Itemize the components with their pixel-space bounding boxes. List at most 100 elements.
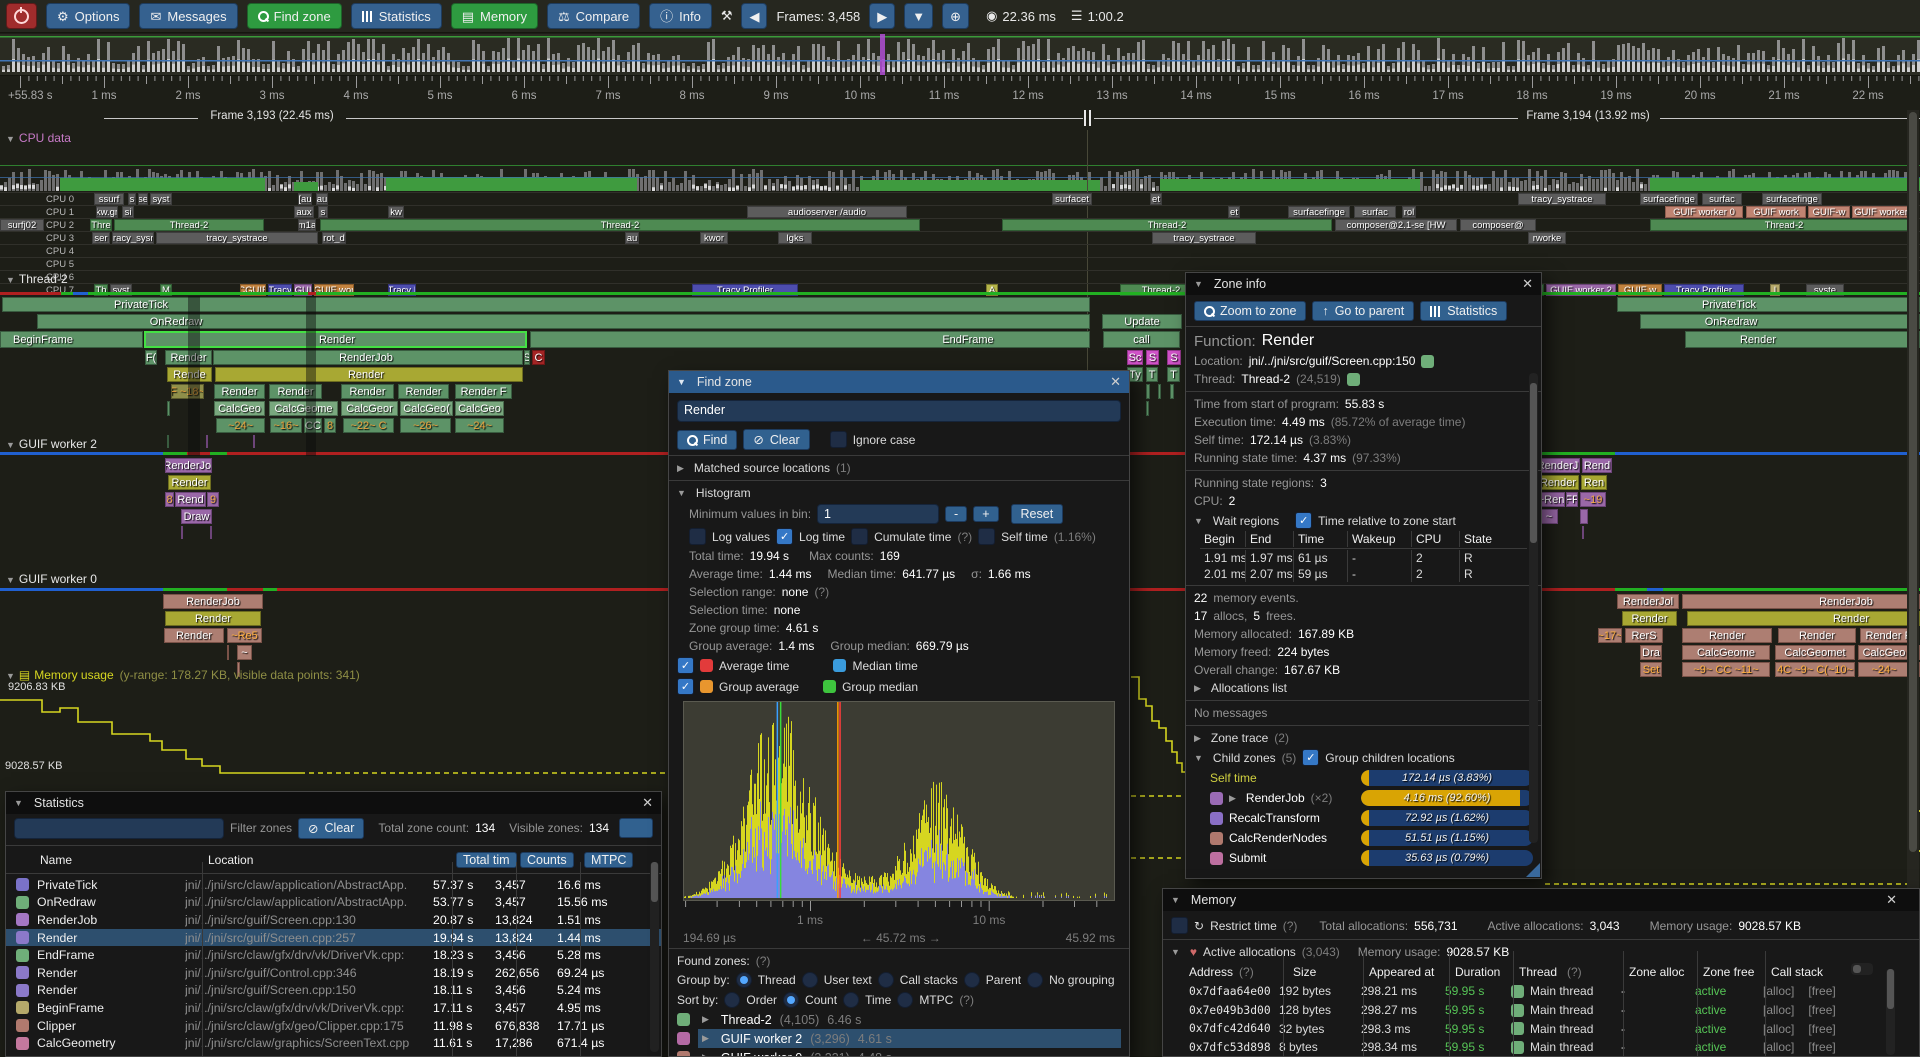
close-icon[interactable]: ✕ xyxy=(642,795,653,810)
zone-info-scrollbar[interactable] xyxy=(1529,373,1538,843)
zone[interactable]: Render xyxy=(1537,475,1579,490)
column-zone-alloc[interactable]: Zone alloc xyxy=(1629,964,1685,979)
zone[interactable]: CalcGeomet xyxy=(1775,645,1855,660)
zone[interactable]: GUIF worker 0 xyxy=(1665,206,1743,218)
zone[interactable]: OnRedraw xyxy=(37,314,1090,329)
collapse-icon[interactable]: ▼ xyxy=(1194,752,1203,763)
zone[interactable]: PrivateTick xyxy=(1617,297,1920,312)
zone[interactable] xyxy=(0,452,163,455)
column-location[interactable]: Location xyxy=(208,853,254,867)
zone[interactable]: CalcGeo xyxy=(1858,645,1910,660)
zone[interactable]: 8 xyxy=(165,492,174,507)
zone[interactable]: Render xyxy=(168,475,211,490)
zone[interactable]: tracy_systrace xyxy=(1518,193,1606,205)
group-checkbox[interactable]: ✓ xyxy=(677,678,694,695)
zone[interactable]: aux xyxy=(294,206,314,218)
thread-group-row[interactable]: ▶GUIF worker 0(3,231)4.48 s xyxy=(669,1048,1129,1056)
zone[interactable]: au xyxy=(316,193,328,205)
main-scrollbar[interactable] xyxy=(1907,110,1919,1056)
zone[interactable] xyxy=(0,588,163,591)
zone[interactable]: S xyxy=(524,350,530,365)
zone[interactable]: CPU 5 xyxy=(46,258,74,270)
table-row[interactable]: Clipper jni/../jni/src/claw/gfx/geo/Clipp… xyxy=(6,1017,661,1035)
zone[interactable]: surfj02 xyxy=(0,219,44,231)
zone[interactable]: Render xyxy=(215,367,523,382)
zone[interactable]: ~24~ xyxy=(1858,662,1910,677)
zone[interactable]: ~17~ xyxy=(1598,628,1622,643)
column-name[interactable]: Name xyxy=(40,853,73,867)
zone[interactable]: Render xyxy=(1778,628,1856,643)
thread-group-row[interactable]: ▶ GUIF worker 2 (3,296) 4.61 s xyxy=(669,1029,1129,1048)
zone[interactable]: ~16~ xyxy=(270,418,302,433)
cut-button[interactable] xyxy=(619,818,654,838)
cpu-data-header[interactable]: ▼ CPU data xyxy=(6,131,71,145)
zone[interactable]: ~Re5 xyxy=(227,628,262,643)
frame-overview-strip[interactable] xyxy=(0,34,1920,76)
table-row[interactable]: CalcGeometry jni/../jni/src/claw/graphics… xyxy=(6,1034,661,1052)
collapse-icon[interactable]: ▼ xyxy=(1171,947,1180,957)
stats-scrollbar[interactable] xyxy=(650,862,659,1052)
find-query-input[interactable]: Render xyxy=(677,400,1121,422)
expand-icon[interactable]: ▶ xyxy=(677,462,684,473)
zone[interactable]: ~24~ xyxy=(216,418,265,433)
zone[interactable]: RerS xyxy=(1625,628,1663,643)
zone[interactable]: CalcGeome xyxy=(1682,645,1770,660)
zone[interactable]: Render xyxy=(1682,628,1772,643)
column-thread[interactable]: Thread xyxy=(1519,964,1558,979)
info-button[interactable]: ⓘ Info xyxy=(649,3,712,29)
group-by-radio[interactable] xyxy=(877,972,894,988)
zone[interactable]: Render xyxy=(165,350,212,365)
zone[interactable]: surfacet xyxy=(1052,193,1092,205)
zone[interactable]: CPU 2 xyxy=(46,219,74,231)
zone[interactable]: ~ xyxy=(1540,509,1558,524)
zone[interactable]: CalcGeor xyxy=(341,401,398,416)
group-by-radio[interactable] xyxy=(963,972,980,988)
sort-by-option[interactable]: MTPC xyxy=(919,993,954,1007)
column-appeared[interactable]: Appeared at xyxy=(1369,964,1435,979)
zone[interactable]: ~26~ xyxy=(400,418,451,433)
statistics-button[interactable]: Statistics xyxy=(350,3,442,29)
allocation-row[interactable]: 0x7dfaa64e00 192 bytes 298.21 ms 59.95 s Mai… xyxy=(1189,984,1836,999)
zone[interactable]: call xyxy=(1103,331,1180,348)
zone[interactable] xyxy=(1170,384,1174,399)
column-mtpc[interactable]: MTPC xyxy=(584,852,634,868)
zone[interactable] xyxy=(227,588,263,591)
decrease-button[interactable]: - xyxy=(945,506,968,522)
zone[interactable] xyxy=(1615,452,1920,455)
child-zone-row[interactable]: Submit 35.63 µs (0.79%) xyxy=(1186,848,1541,868)
log-values-checkbox[interactable] xyxy=(689,528,706,545)
close-icon[interactable]: ✕ xyxy=(1110,374,1121,389)
allocation-row[interactable]: 0x7dfc53d898 8 bytes 298.34 ms 59.95 s Main … xyxy=(1189,1040,1836,1055)
zone[interactable] xyxy=(187,452,210,455)
zone[interactable]: Thread-2 xyxy=(320,219,920,231)
thread2-header[interactable]: ▼ Thread-2 xyxy=(6,272,68,286)
zone[interactable]: surfac xyxy=(1354,206,1396,218)
column-call-stack[interactable]: Call stack xyxy=(1771,964,1824,979)
zone[interactable]: F ~18~ xyxy=(171,384,204,399)
messages-button[interactable]: ✉ Messages xyxy=(139,3,238,29)
table-row[interactable]: OnRedraw jni/../jni/src/claw/application/… xyxy=(6,894,661,912)
allocation-row[interactable]: 0x7dfc42d640 32 bytes 298.3 ms 59.95 s Main … xyxy=(1189,1021,1836,1036)
zone[interactable] xyxy=(88,292,308,295)
zone-statistics-button[interactable]: Statistics xyxy=(1420,301,1508,321)
zone[interactable]: Render xyxy=(398,384,449,399)
zone[interactable]: se xyxy=(138,193,148,205)
zone[interactable] xyxy=(1663,588,1920,591)
zone[interactable] xyxy=(1146,384,1150,399)
zone[interactable] xyxy=(1647,588,1663,591)
zone[interactable]: composer@ xyxy=(1460,219,1536,231)
power-button[interactable] xyxy=(6,3,37,29)
child-zone-row[interactable]: ▶ RenderJob (×2) 4.16 ms (92.60%) xyxy=(1186,788,1541,808)
group-children-checkbox[interactable]: ✓ xyxy=(1302,749,1320,766)
sort-by-radio[interactable] xyxy=(724,992,741,1008)
zone[interactable]: Thread-2 xyxy=(1002,219,1332,231)
zone[interactable] xyxy=(0,292,61,295)
zone[interactable] xyxy=(1146,401,1149,416)
zone-info-titlebar[interactable]: ▼ Zone info ✕ xyxy=(1186,273,1541,295)
zone[interactable]: EndFrame xyxy=(530,331,1090,348)
frame-dropdown-button[interactable]: ▼ xyxy=(904,3,934,29)
zone[interactable]: s xyxy=(128,193,136,205)
zone[interactable]: CPU 0 xyxy=(46,193,74,205)
histogram-plot[interactable] xyxy=(683,701,1115,901)
zone[interactable]: CalcGeo xyxy=(214,401,265,416)
